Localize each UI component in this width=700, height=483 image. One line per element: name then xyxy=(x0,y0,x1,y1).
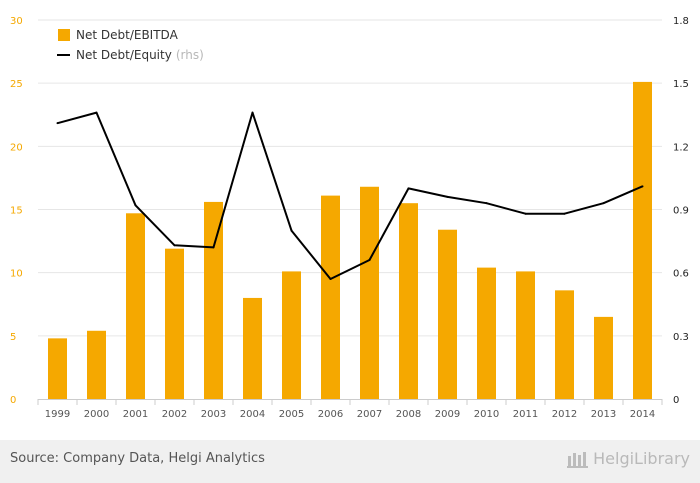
x-tick-label: 2001 xyxy=(123,409,148,420)
y-right-tick-label: 1.5 xyxy=(673,79,689,90)
line-point xyxy=(251,111,254,114)
x-tick-label: 2006 xyxy=(318,409,343,420)
bar-series xyxy=(48,81,652,400)
footer: Source: Company Data, Helgi Analytics He… xyxy=(0,440,700,483)
line-point xyxy=(563,212,566,215)
bar xyxy=(165,248,184,399)
line-point xyxy=(56,122,59,125)
x-tick-label: 2014 xyxy=(630,409,655,420)
x-tick-label: 2004 xyxy=(240,409,265,420)
legend: Net Debt/EBITDA Net Debt/Equity (rhs) xyxy=(57,28,204,62)
line-point xyxy=(329,277,332,280)
y-left-tick-label: 0 xyxy=(10,395,16,406)
x-tick-label: 2009 xyxy=(435,409,460,420)
x-tick-label: 1999 xyxy=(45,409,70,420)
line-point xyxy=(641,185,644,188)
bar xyxy=(126,213,145,399)
x-tick-label: 2011 xyxy=(513,409,538,420)
library-icon xyxy=(567,451,589,468)
y-right-tick-label: 0 xyxy=(673,395,679,406)
line-point xyxy=(95,111,98,114)
x-tick-label: 2013 xyxy=(591,409,616,420)
x-tick-label: 2010 xyxy=(474,409,499,420)
y-left-tick-label: 10 xyxy=(10,269,23,280)
line-point xyxy=(212,246,215,249)
y-left-tick-label: 20 xyxy=(10,142,23,153)
line-point xyxy=(602,202,605,205)
bar xyxy=(516,271,535,399)
bar xyxy=(282,271,301,399)
bar xyxy=(243,297,262,399)
y-left-tick-label: 30 xyxy=(10,16,23,27)
legend-label-equity-group: Net Debt/Equity (rhs) xyxy=(76,48,204,62)
x-tick-label: 2008 xyxy=(396,409,421,420)
bar xyxy=(360,186,379,399)
line-point xyxy=(485,202,488,205)
legend-swatch-ebitda xyxy=(58,29,70,41)
axes: 0 5 10 15 20 25 30 0 0.3 0.6 0.9 1.2 1.5 1.8 1999 2000 2… xyxy=(10,16,689,420)
y-right-tick-label: 0.9 xyxy=(673,206,689,217)
y-right-tick-label: 1.2 xyxy=(673,142,689,153)
legend-label-ebitda: Net Debt/EBITDA xyxy=(76,28,179,42)
y-right-tick-label: 0.6 xyxy=(673,269,689,280)
y-left-tick-label: 15 xyxy=(10,206,23,217)
chart: 0 5 10 15 20 25 30 0 0.3 0.6 0.9 1.2 1.5 1.8 1999 2000 2… xyxy=(10,16,689,420)
legend-label-rhs: (rhs) xyxy=(176,48,204,62)
y-left-tick-label: 5 xyxy=(10,332,16,343)
bar xyxy=(204,201,223,399)
line-point xyxy=(446,195,449,198)
x-tick-label: 2012 xyxy=(552,409,577,420)
bar xyxy=(477,267,496,399)
y-right-tick-label: 0.3 xyxy=(673,332,689,343)
legend-label-equity: Net Debt/Equity xyxy=(76,48,172,62)
bar xyxy=(594,316,613,399)
x-tick-label: 2002 xyxy=(162,409,187,420)
y-left-tick-label: 25 xyxy=(10,79,23,90)
bar xyxy=(555,290,574,399)
x-tick-label: 2000 xyxy=(84,409,109,420)
bar xyxy=(321,195,340,399)
bar xyxy=(438,229,457,399)
line-point xyxy=(407,187,410,190)
bar xyxy=(633,81,652,400)
line-series xyxy=(56,111,644,280)
line-point xyxy=(290,229,293,232)
bar xyxy=(48,338,67,399)
x-tick-label: 2007 xyxy=(357,409,382,420)
line-point xyxy=(173,244,176,247)
line-point xyxy=(524,212,527,215)
line-point xyxy=(368,259,371,262)
bar xyxy=(87,330,106,399)
line-path-net-debt-equity xyxy=(57,111,643,280)
line-point xyxy=(134,204,137,207)
y-right-tick-label: 1.8 xyxy=(673,16,689,27)
bar xyxy=(399,203,418,399)
brand-name: HelgiLibrary xyxy=(593,449,690,468)
x-tick-label: 2005 xyxy=(279,409,304,420)
x-tick-label: 2003 xyxy=(201,409,226,420)
source-text: Source: Company Data, Helgi Analytics xyxy=(10,451,265,466)
brand-logo: HelgiLibrary xyxy=(567,449,690,468)
